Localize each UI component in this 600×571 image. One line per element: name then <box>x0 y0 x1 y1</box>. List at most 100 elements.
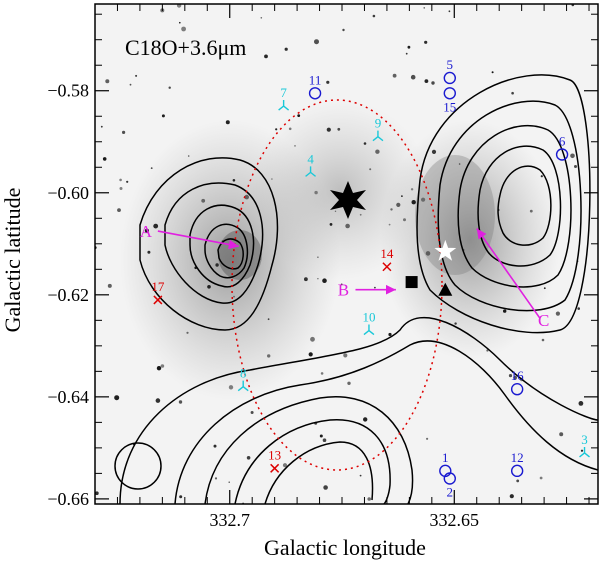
source-cross-17 <box>153 295 163 305</box>
background-star <box>246 456 251 460</box>
background-star <box>431 81 435 85</box>
beam-circle <box>114 442 162 490</box>
background-star <box>424 79 429 83</box>
contour-right-3 <box>457 125 572 288</box>
background-star <box>310 336 315 342</box>
arrow-label-A: A <box>140 222 153 241</box>
background-star <box>179 495 183 499</box>
contour-bottom-3 <box>204 396 414 504</box>
background-star <box>405 52 408 55</box>
background-star <box>329 223 333 226</box>
contour-right-1 <box>416 74 591 334</box>
background-star <box>375 149 380 154</box>
background-star <box>282 463 288 468</box>
background-star <box>574 165 577 168</box>
source-label-15: 15 <box>443 99 456 114</box>
background-star <box>225 120 230 125</box>
background-star <box>359 213 362 216</box>
triangle-marker <box>438 282 453 296</box>
background-star <box>403 218 406 222</box>
background-star <box>363 417 368 422</box>
background-star <box>491 71 494 74</box>
source-label-9: 9 <box>375 116 382 131</box>
star-marker <box>434 239 457 261</box>
background-star <box>271 178 273 180</box>
c18o-contours <box>119 74 598 504</box>
source-tri-3 <box>579 446 590 458</box>
background-image <box>95 4 598 504</box>
background-star <box>322 438 327 443</box>
background-star <box>207 285 211 289</box>
source-label-17: 17 <box>151 279 165 294</box>
source-circle-5 <box>443 71 456 85</box>
source-label-3: 3 <box>581 432 588 447</box>
background-star <box>426 437 429 440</box>
background-star <box>117 208 121 213</box>
background-star <box>168 86 171 89</box>
contour-left-4 <box>204 223 249 279</box>
contour-right-4 <box>477 145 562 267</box>
background-star <box>322 278 327 284</box>
background-star <box>267 354 271 358</box>
background-star <box>374 286 376 289</box>
background-star <box>541 338 545 342</box>
background-star <box>214 477 218 480</box>
background-star <box>304 277 308 282</box>
background-star <box>297 114 301 117</box>
contour-bottom-4 <box>234 419 391 504</box>
background-star <box>401 195 403 198</box>
background-star <box>176 4 182 8</box>
arrow-A <box>157 230 239 248</box>
source-circle-12 <box>510 464 524 478</box>
background-star <box>135 74 138 77</box>
background-star <box>345 223 350 229</box>
x-tick-label: 332.65 <box>430 510 480 530</box>
source-circle-6 <box>555 148 569 161</box>
background-star <box>232 179 236 182</box>
arrow-label-B: B <box>338 281 349 300</box>
contour-bottom-5 <box>264 441 374 504</box>
contour-left-3 <box>189 204 255 288</box>
source-label-6: 6 <box>559 134 566 149</box>
background-star <box>95 491 99 496</box>
background-star <box>317 278 319 280</box>
background-star <box>486 349 489 352</box>
background-star <box>509 494 514 499</box>
source-circle-16 <box>510 383 524 396</box>
arrowhead-C <box>476 228 487 240</box>
background-star <box>179 21 181 24</box>
background-star <box>359 474 362 477</box>
background-star <box>233 295 235 298</box>
source-tri-7 <box>278 100 290 111</box>
background-star <box>155 398 161 403</box>
background-star <box>458 163 461 165</box>
contour-left-2 <box>164 182 264 304</box>
background-star <box>424 40 428 44</box>
y-tick-label: −0.62 <box>47 285 89 305</box>
source-cross-14 <box>382 262 392 272</box>
source-label-8: 8 <box>240 366 247 381</box>
shell-ellipse <box>231 99 443 471</box>
background-star <box>114 395 120 401</box>
source-circle-11 <box>308 87 322 100</box>
background-star <box>431 149 437 154</box>
background-star <box>144 228 149 233</box>
background-star <box>423 7 425 9</box>
source-tri-9 <box>372 130 384 142</box>
background-star <box>119 178 122 182</box>
background-star <box>244 194 249 200</box>
background-star <box>577 307 580 310</box>
source-tri-10 <box>363 324 375 336</box>
contour-bottom-2 <box>174 340 598 504</box>
background-star <box>342 28 345 32</box>
source-tri-8 <box>237 380 249 392</box>
background-star <box>390 208 393 211</box>
source-label-7: 7 <box>280 85 287 100</box>
background-star <box>126 180 129 183</box>
background-star <box>284 47 288 51</box>
background-star <box>105 79 110 84</box>
background-star <box>410 188 414 191</box>
background-star <box>107 283 112 288</box>
background-star <box>372 14 376 18</box>
